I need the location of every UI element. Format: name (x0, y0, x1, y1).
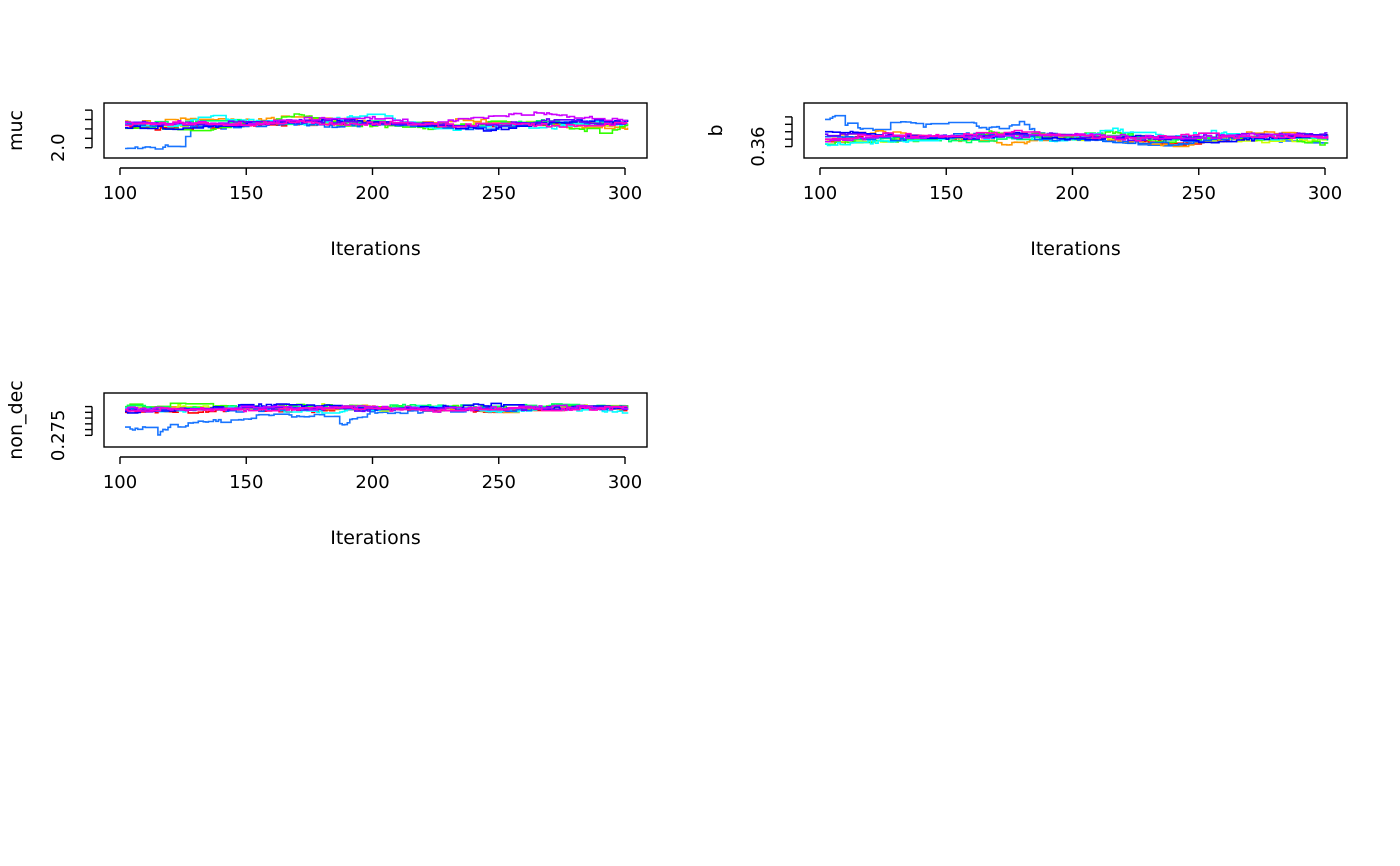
y-tick-label: 0.36 (748, 127, 769, 167)
x-axis-label: Iterations (1030, 238, 1121, 260)
y-tick-label: 0.275 (48, 410, 69, 462)
x-tick-label: 150 (929, 183, 963, 204)
y-axis-label: non_dec (5, 380, 27, 459)
x-tick-label: 200 (355, 472, 389, 493)
trace-line-8 (125, 118, 629, 132)
trace-panel-b: 100 150 200 250 300 Iterations 0.36 b (705, 102, 1348, 260)
x-tick-label: 100 (803, 183, 837, 204)
x-tick-label: 100 (103, 472, 137, 493)
x-tick-label: 200 (1055, 183, 1089, 204)
series-group (825, 114, 1329, 148)
x-tick-label: 150 (229, 183, 263, 204)
x-tick-label: 250 (1182, 183, 1216, 204)
x-axis-label: Iterations (330, 238, 421, 260)
y-axis-label: muc (5, 110, 27, 151)
x-tick-label: 300 (1308, 183, 1342, 204)
trace-line-10 (825, 132, 1329, 143)
plot-frame (103, 102, 648, 159)
trace-line-11 (125, 405, 628, 413)
y-axis-label: b (705, 124, 727, 136)
series-group (125, 111, 629, 150)
trace-line-11 (125, 119, 628, 128)
trace-panel-muc: 100 150 200 250 300 Iterations 2.0 muc (5, 102, 648, 260)
plot-frame (103, 392, 648, 448)
y-tick-label: 2.0 (48, 133, 69, 162)
x-tick-label: 250 (482, 472, 516, 493)
x-axis-label: Iterations (330, 527, 421, 549)
x-tick-label: 300 (608, 183, 642, 204)
trace-panel-non_dec: 100 150 200 250 300 Iterations 0.275 non_dec (5, 380, 648, 549)
series-group (125, 402, 629, 436)
x-tick-label: 250 (482, 183, 516, 204)
x-tick-label: 200 (355, 183, 389, 204)
trace-line-11 (825, 129, 1329, 142)
trace-line-10 (125, 111, 628, 127)
x-tick-label: 100 (103, 183, 137, 204)
x-tick-label: 300 (608, 472, 642, 493)
x-tick-label: 150 (229, 472, 263, 493)
plot-frame (803, 102, 1348, 159)
